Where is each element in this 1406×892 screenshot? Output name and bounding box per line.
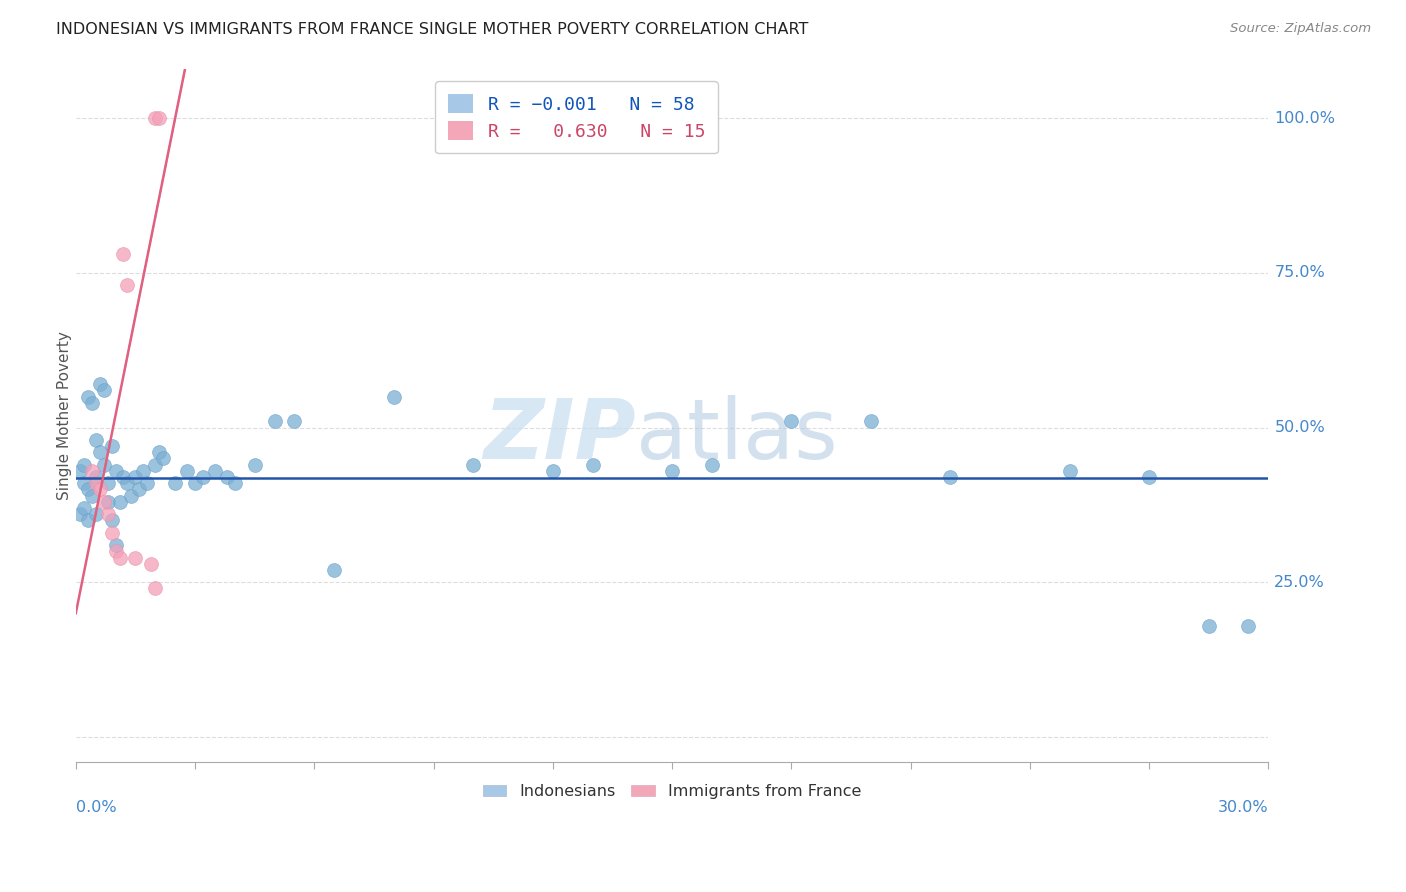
Point	[89, 483, 111, 497]
Point	[97, 476, 120, 491]
Point	[80, 464, 103, 478]
Point	[112, 247, 135, 261]
Point	[700, 458, 723, 472]
Text: 75.0%: 75.0%	[1274, 265, 1324, 280]
Point	[84, 507, 107, 521]
Point	[1059, 464, 1081, 478]
Point	[243, 458, 266, 472]
Point	[108, 550, 131, 565]
Point	[148, 111, 170, 125]
Y-axis label: Single Mother Poverty: Single Mother Poverty	[58, 331, 72, 500]
Point	[84, 476, 107, 491]
Point	[1198, 618, 1220, 632]
Point	[104, 544, 127, 558]
Point	[117, 278, 139, 293]
Text: Source: ZipAtlas.com: Source: ZipAtlas.com	[1230, 22, 1371, 36]
Point	[148, 445, 170, 459]
Text: ZIP: ZIP	[484, 395, 637, 476]
Point	[463, 458, 485, 472]
Point	[382, 390, 405, 404]
Point	[97, 507, 120, 521]
Point	[112, 470, 135, 484]
Text: 0.0%: 0.0%	[76, 800, 117, 815]
Point	[104, 538, 127, 552]
Point	[780, 414, 803, 428]
Point	[104, 464, 127, 478]
Point	[283, 414, 305, 428]
Point	[80, 396, 103, 410]
Point	[128, 483, 150, 497]
Point	[69, 507, 91, 521]
Point	[73, 501, 96, 516]
Point	[136, 476, 159, 491]
Point	[76, 483, 98, 497]
Point	[184, 476, 207, 491]
Point	[93, 384, 115, 398]
Point	[84, 470, 107, 484]
Point	[263, 414, 285, 428]
Point	[89, 445, 111, 459]
Point	[93, 458, 115, 472]
Legend: Indonesians, Immigrants from France: Indonesians, Immigrants from France	[477, 778, 868, 805]
Text: 50.0%: 50.0%	[1274, 420, 1324, 435]
Point	[143, 582, 166, 596]
Point	[176, 464, 198, 478]
Point	[152, 451, 174, 466]
Point	[661, 464, 683, 478]
Point	[1137, 470, 1160, 484]
Point	[76, 513, 98, 527]
Point	[191, 470, 214, 484]
Point	[97, 495, 120, 509]
Point	[541, 464, 564, 478]
Text: INDONESIAN VS IMMIGRANTS FROM FRANCE SINGLE MOTHER POVERTY CORRELATION CHART: INDONESIAN VS IMMIGRANTS FROM FRANCE SIN…	[56, 22, 808, 37]
Point	[73, 476, 96, 491]
Point	[224, 476, 246, 491]
Point	[117, 476, 139, 491]
Point	[124, 470, 146, 484]
Point	[84, 433, 107, 447]
Point	[108, 495, 131, 509]
Point	[323, 563, 346, 577]
Point	[143, 111, 166, 125]
Point	[581, 458, 603, 472]
Point	[89, 377, 111, 392]
Point	[100, 513, 122, 527]
Text: 30.0%: 30.0%	[1218, 800, 1268, 815]
Point	[69, 464, 91, 478]
Point	[93, 495, 115, 509]
Point	[143, 458, 166, 472]
Text: 100.0%: 100.0%	[1274, 111, 1336, 126]
Point	[132, 464, 155, 478]
Text: 25.0%: 25.0%	[1274, 574, 1324, 590]
Point	[141, 557, 163, 571]
Point	[124, 550, 146, 565]
Point	[100, 525, 122, 540]
Point	[73, 458, 96, 472]
Point	[1237, 618, 1260, 632]
Point	[939, 470, 962, 484]
Point	[80, 489, 103, 503]
Point	[204, 464, 226, 478]
Point	[215, 470, 238, 484]
Point	[100, 439, 122, 453]
Point	[120, 489, 142, 503]
Point	[165, 476, 187, 491]
Point	[76, 390, 98, 404]
Point	[859, 414, 882, 428]
Text: atlas: atlas	[637, 395, 838, 476]
